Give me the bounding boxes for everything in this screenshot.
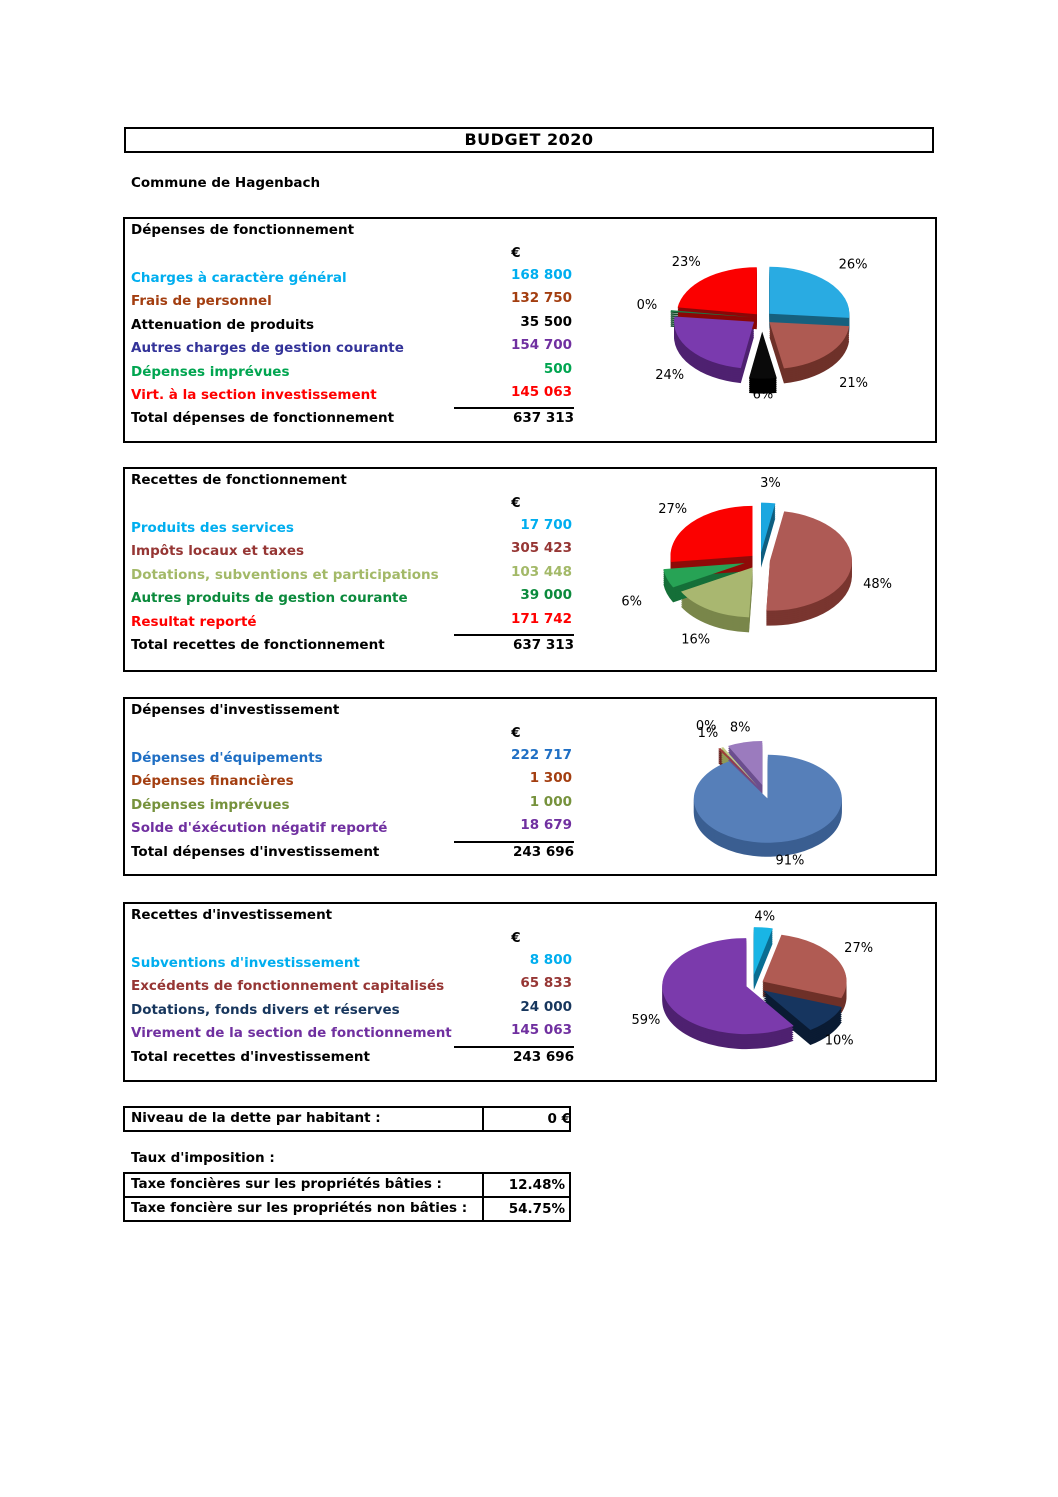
tax-value: 54.75%: [482, 1198, 571, 1220]
debt-label: Niveau de la dette par habitant :: [131, 1110, 381, 1126]
tax-rates-table: Taxe foncières sur les propriétés bâties…: [123, 1172, 571, 1222]
budget-row-value: 154 700: [510, 337, 572, 354]
currency-header: €: [511, 725, 521, 741]
budget-row: Produits des services 17 700: [131, 517, 711, 540]
budget-row: Dépenses imprévues 1 000: [131, 794, 711, 817]
budget-row-label: Excédents de fonctionnement capitalisés: [131, 978, 445, 995]
budget-row-value: 18 679: [520, 817, 572, 834]
budget-row: Dépenses imprévues 500: [131, 361, 711, 384]
budget-total-label: Total recettes d'investissement: [131, 1048, 370, 1065]
budget-row: Dotations, fonds divers et réserves 24 00…: [131, 999, 711, 1022]
budget-row-label: Autres charges de gestion courante: [131, 340, 404, 357]
budget-row-label: Resultat reporté: [131, 613, 257, 630]
page-title: BUDGET 2020: [464, 130, 594, 149]
budget-row-value: 222 717: [510, 747, 572, 763]
budget-row: Dépenses d'équipements 222 717: [131, 747, 711, 770]
tax-label: Taxe foncières sur les propriétés bâties…: [131, 1176, 442, 1192]
budget-row: Frais de personnel 132 750: [131, 290, 711, 313]
commune-subtitle: Commune de Hagenbach: [131, 175, 321, 191]
budget-row-label: Virement de la section de fonctionnement: [131, 1025, 452, 1042]
budget-row: Solde d'éxécution négatif reporté 18 679: [131, 817, 711, 840]
budget-row-value: 65 833: [520, 975, 572, 992]
currency-header: €: [511, 930, 521, 946]
budget-row: Dépenses financières 1 300: [131, 770, 711, 793]
tax-rates-header: Taux d'imposition :: [131, 1150, 275, 1166]
budget-row-value: 145 063: [510, 383, 572, 400]
budget-row-label: Produits des services: [131, 520, 294, 536]
section-depenses-investissement: Dépenses d'investissement € Dépenses d'é…: [123, 697, 937, 876]
budget-row-value: 145 063: [510, 1022, 572, 1039]
budget-row-label: Virt. à la section investissement: [131, 386, 377, 403]
budget-row-value: 24 000: [520, 998, 572, 1015]
budget-row-value: 171 742: [510, 610, 572, 627]
budget-total-value: 243 696: [454, 840, 574, 860]
debt-value: 0 €: [482, 1108, 577, 1130]
section-depenses-fonctionnement: Dépenses de fonctionnement € Charges à c…: [123, 217, 937, 443]
budget-row-label: Attenuation de produits: [131, 316, 315, 333]
budget-row: Resultat reporté 171 742: [131, 611, 711, 634]
budget-total-row: Total dépenses de fonctionnement 637 313: [131, 407, 711, 430]
budget-row-label: Dépenses financières: [131, 773, 294, 790]
budget-rows: Dépenses d'équipements 222 717 Dépenses fi…: [131, 747, 711, 864]
budget-total-label: Total dépenses de fonctionnement: [131, 410, 395, 427]
budget-row: Dotations, subventions et participations…: [131, 564, 711, 587]
budget-total-value: 243 696: [454, 1045, 574, 1065]
tax-row-bati: Taxe foncières sur les propriétés bâties…: [125, 1174, 569, 1198]
budget-row-label: Impôts locaux et taxes: [131, 543, 305, 560]
tax-row-non-bati: Taxe foncière sur les propriétés non bât…: [125, 1198, 569, 1220]
budget-row-label: Solde d'éxécution négatif reporté: [131, 820, 388, 837]
budget-row: Subventions d'investissement 8 800: [131, 952, 711, 975]
budget-row-value: 39 000: [520, 587, 572, 604]
budget-row-label: Dotations, subventions et participations: [131, 566, 439, 583]
section-recettes-investissement: Recettes d'investissement € Subventions …: [123, 902, 937, 1082]
budget-rows: Subventions d'investissement 8 800 Excéden…: [131, 952, 711, 1069]
budget-row-label: Autres produits de gestion courante: [131, 590, 408, 607]
budget-total-row: Total recettes de fonctionnement 637 313: [131, 633, 711, 657]
budget-row: Attenuation de produits 35 500: [131, 314, 711, 337]
section-recettes-fonctionnement: Recettes de fonctionnement € Produits de…: [123, 467, 937, 672]
tax-value: 12.48%: [482, 1174, 571, 1196]
budget-row-value: 35 500: [520, 313, 572, 330]
budget-row: Virement de la section de fonctionnement…: [131, 1022, 711, 1045]
budget-row-label: Dotations, fonds divers et réserves: [131, 1001, 400, 1018]
debt-per-inhabitant-box: Niveau de la dette par habitant : 0 €: [123, 1106, 571, 1132]
section-title: Dépenses de fonctionnement: [131, 222, 355, 238]
budget-row-value: 1 300: [529, 770, 572, 787]
section-title: Recettes de fonctionnement: [131, 472, 347, 488]
budget-total-row: Total recettes d'investissement 243 696: [131, 1045, 711, 1069]
budget-total-label: Total recettes de fonctionnement: [131, 636, 385, 653]
budget-row-value: 8 800: [529, 952, 572, 968]
budget-row-value: 305 423: [510, 540, 572, 557]
budget-row-label: Dépenses d'équipements: [131, 750, 323, 766]
title-box: BUDGET 2020: [124, 127, 934, 153]
budget-row: Autres produits de gestion courante 39 00…: [131, 587, 711, 610]
budget-total-label: Total dépenses d'investissement: [131, 843, 380, 860]
section-title: Recettes d'investissement: [131, 907, 333, 923]
budget-row: Charges à caractère général 168 800: [131, 267, 711, 290]
budget-rows: Produits des services 17 700 Impôts locaux…: [131, 517, 711, 657]
budget-row-label: Subventions d'investissement: [131, 955, 360, 971]
budget-row-value: 132 750: [510, 290, 572, 307]
budget-row-value: 500: [543, 360, 572, 377]
budget-row: Autres charges de gestion courante 154 70…: [131, 337, 711, 360]
budget-row: Virt. à la section investissement 145 063: [131, 384, 711, 407]
budget-total-row: Total dépenses d'investissement 243 696: [131, 840, 711, 864]
budget-total-value: 637 313: [454, 407, 574, 426]
budget-row-label: Dépenses imprévues: [131, 363, 290, 380]
budget-row: Impôts locaux et taxes 305 423: [131, 540, 711, 563]
budget-total-value: 637 313: [454, 633, 574, 653]
budget-row-label: Dépenses imprévues: [131, 796, 290, 813]
budget-row-value: 17 700: [520, 517, 572, 533]
section-title: Dépenses d'investissement: [131, 702, 340, 718]
budget-row-value: 1 000: [529, 793, 572, 810]
budget-row-label: Frais de personnel: [131, 293, 272, 310]
tax-label: Taxe foncière sur les propriétés non bât…: [131, 1200, 468, 1216]
budget-row-label: Charges à caractère général: [131, 270, 347, 286]
budget-row: Excédents de fonctionnement capitalisés 6…: [131, 975, 711, 998]
budget-row-value: 168 800: [510, 267, 572, 283]
currency-header: €: [511, 245, 521, 261]
currency-header: €: [511, 495, 521, 511]
budget-rows: Charges à caractère général 168 800 Frais …: [131, 267, 711, 431]
budget-row-value: 103 448: [510, 563, 572, 580]
